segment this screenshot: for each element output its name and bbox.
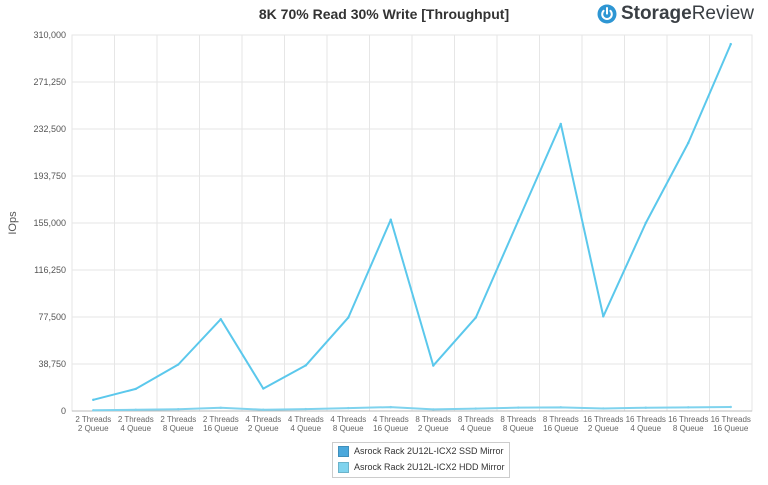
data-point bbox=[517, 406, 520, 409]
data-point bbox=[517, 219, 520, 222]
x-tick-label: 8 Threads 8 Queue bbox=[500, 415, 536, 433]
data-point bbox=[304, 364, 307, 367]
x-tick-label: 2 Threads 8 Queue bbox=[160, 415, 196, 433]
x-tick-label: 4 Threads 8 Queue bbox=[330, 415, 366, 433]
data-point bbox=[432, 408, 435, 411]
x-tick-label: 16 Threads 8 Queue bbox=[668, 415, 708, 433]
data-point bbox=[177, 363, 180, 366]
x-tick-label: 8 Threads 2 Queue bbox=[415, 415, 451, 433]
x-tick-label: 16 Threads 16 Queue bbox=[711, 415, 751, 433]
legend-label-hdd: Asrock Rack 2U12L-ICX2 HDD Mirror bbox=[354, 462, 505, 472]
data-point bbox=[134, 387, 137, 391]
data-point bbox=[219, 406, 222, 410]
x-tick-label: 8 Threads 4 Queue bbox=[458, 415, 494, 433]
x-tick-label: 2 Threads 16 Queue bbox=[203, 415, 239, 433]
x-tick-label: 16 Threads 4 Queue bbox=[626, 415, 666, 433]
data-point bbox=[474, 407, 477, 410]
data-point bbox=[729, 42, 732, 46]
data-point bbox=[559, 122, 562, 126]
series-line-ssd-mirror bbox=[93, 43, 732, 401]
legend-swatch-ssd bbox=[338, 445, 349, 457]
x-tick-label: 4 Threads 2 Queue bbox=[245, 415, 281, 433]
data-point bbox=[347, 406, 350, 410]
y-tick-label: 271,250 bbox=[33, 77, 66, 87]
y-tick-label: 155,000 bbox=[33, 218, 66, 228]
legend-item-hdd-mirror[interactable]: Asrock Rack 2U12L-ICX2 HDD Mirror bbox=[333, 459, 509, 475]
data-point bbox=[559, 406, 562, 409]
series-line-hdd-mirror bbox=[93, 406, 731, 412]
y-tick-label: 77,500 bbox=[38, 312, 66, 322]
data-point bbox=[134, 408, 137, 411]
data-point bbox=[474, 316, 477, 319]
y-tick-label: 116,250 bbox=[34, 265, 66, 275]
x-tick-label: 16 Threads 2 Queue bbox=[583, 415, 623, 433]
brand-logo: StorageReview bbox=[597, 3, 754, 25]
data-point bbox=[644, 221, 647, 225]
data-point bbox=[389, 218, 392, 221]
data-point bbox=[92, 398, 95, 402]
data-point bbox=[602, 407, 605, 410]
legend-swatch-hdd bbox=[338, 461, 349, 473]
y-tick-label: 38,750 bbox=[38, 359, 66, 369]
data-point bbox=[432, 364, 435, 367]
data-point bbox=[219, 317, 222, 321]
brand-name: StorageReview bbox=[620, 3, 754, 24]
legend-label-ssd: Asrock Rack 2U12L-ICX2 SSD Mirror bbox=[354, 446, 504, 456]
data-point bbox=[389, 405, 392, 409]
x-tick-label: 4 Threads 16 Queue bbox=[373, 415, 409, 433]
data-point bbox=[687, 141, 690, 145]
x-tick-label: 2 Threads 2 Queue bbox=[75, 415, 111, 433]
data-point bbox=[92, 409, 95, 412]
x-tick-label: 2 Threads 4 Queue bbox=[118, 415, 154, 433]
data-point bbox=[687, 406, 690, 409]
x-tick-label: 8 Threads 16 Queue bbox=[543, 415, 579, 433]
chart-title: 8K 70% Read 30% Write [Throughput] bbox=[258, 6, 510, 22]
data-point bbox=[644, 406, 647, 409]
y-tick-label: 310,000 bbox=[33, 30, 66, 40]
data-point bbox=[262, 408, 265, 411]
line-chart: 0 38,750 77,500 116,250 155,000 193,750 232,50… bbox=[7, 30, 753, 433]
power-icon bbox=[597, 4, 617, 24]
y-tick-label: 193,750 bbox=[33, 171, 66, 181]
y-axis-label: IOps bbox=[7, 211, 19, 235]
data-point bbox=[177, 407, 180, 411]
y-tick-label: 232,500 bbox=[33, 124, 66, 134]
chart-legend: Asrock Rack 2U12L-ICX2 SSD Mirror Asrock… bbox=[332, 442, 510, 478]
data-point bbox=[729, 405, 732, 409]
data-point bbox=[262, 387, 265, 390]
data-point bbox=[347, 316, 350, 319]
x-tick-label: 4 Threads 4 Queue bbox=[288, 415, 324, 433]
data-point bbox=[304, 407, 307, 411]
legend-item-ssd-mirror[interactable]: Asrock Rack 2U12L-ICX2 SSD Mirror bbox=[333, 443, 509, 459]
y-tick-label: 0 bbox=[61, 406, 66, 416]
data-point bbox=[602, 315, 605, 318]
